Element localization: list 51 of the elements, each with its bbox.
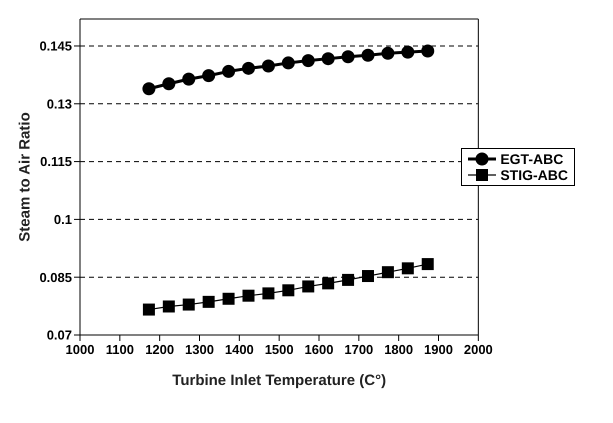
point xyxy=(162,300,175,312)
legend-label: EGT-ABC xyxy=(500,151,564,167)
point xyxy=(342,50,355,64)
point xyxy=(302,54,315,68)
point xyxy=(162,77,176,90)
point xyxy=(422,258,434,270)
point xyxy=(282,284,294,296)
point xyxy=(282,56,295,70)
point xyxy=(222,64,236,78)
point xyxy=(222,292,235,305)
x-tick-label: 1800 xyxy=(384,342,414,358)
point xyxy=(202,296,215,308)
point xyxy=(402,262,414,274)
point xyxy=(322,277,334,290)
y-axis-title: Steam to Air Ratio xyxy=(16,112,34,242)
point xyxy=(202,69,216,82)
point xyxy=(401,46,414,59)
point xyxy=(182,298,195,311)
x-tick-label: 1600 xyxy=(304,342,334,358)
point xyxy=(361,48,374,62)
point xyxy=(262,60,275,73)
y-tick-label: 0.115 xyxy=(40,154,72,170)
x-tick-label: 1300 xyxy=(185,342,214,358)
x-tick-label: 1000 xyxy=(66,342,94,358)
x-tick-label: 2000 xyxy=(464,342,493,358)
point xyxy=(242,62,255,75)
point xyxy=(382,266,394,278)
point xyxy=(342,274,354,286)
point xyxy=(262,287,274,300)
point xyxy=(322,52,335,66)
x-tick-label: 1400 xyxy=(224,342,254,358)
point xyxy=(142,304,155,316)
y-tick-label: 0.145 xyxy=(39,38,72,54)
x-tick-label: 1200 xyxy=(145,342,174,358)
y-tick-label: 0.07 xyxy=(46,328,72,343)
x-tick-label: 1700 xyxy=(344,342,374,358)
point xyxy=(381,46,394,60)
point xyxy=(182,72,196,86)
x-tick-label: 1900 xyxy=(424,342,453,358)
x-axis-title: Turbine Inlet Temperature (C°) xyxy=(172,372,386,389)
point xyxy=(421,44,434,58)
point xyxy=(302,280,314,292)
y-tick-label: 0.085 xyxy=(39,270,72,285)
x-tick-label: 1500 xyxy=(264,342,294,358)
y-tick-label: 0.13 xyxy=(46,96,72,112)
point xyxy=(242,290,254,302)
y-tick-label: 0.1 xyxy=(54,212,72,228)
point xyxy=(362,270,374,282)
x-tick-label: 1100 xyxy=(106,342,134,358)
point xyxy=(142,82,156,96)
legend-label: STIG-ABC xyxy=(500,167,568,183)
